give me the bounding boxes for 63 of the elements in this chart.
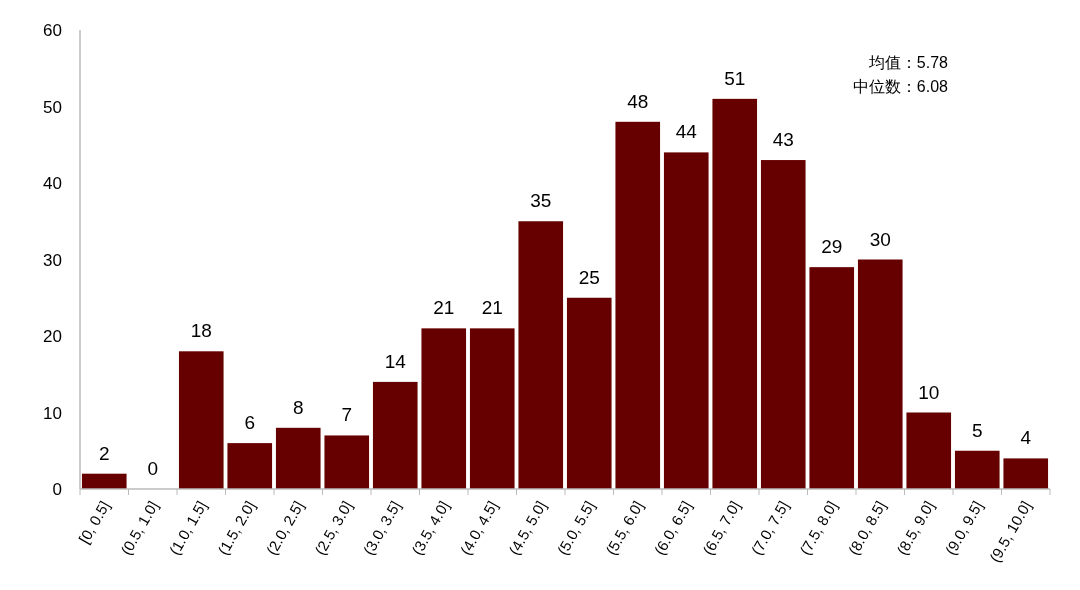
bar bbox=[663, 152, 709, 489]
data-label: 7 bbox=[341, 404, 353, 426]
data-label: 10 bbox=[918, 381, 940, 403]
bar bbox=[712, 98, 758, 489]
x-tick-label: (4.0, 4.5] bbox=[456, 498, 501, 558]
data-label: 2 bbox=[98, 442, 110, 464]
data-label: 21 bbox=[433, 297, 455, 319]
x-tick-label: [0, 0.5] bbox=[75, 498, 113, 547]
data-label: 29 bbox=[821, 236, 843, 258]
data-label: 51 bbox=[724, 67, 746, 89]
y-tick-label: 30 bbox=[43, 250, 62, 270]
y-tick-label: 0 bbox=[52, 480, 62, 499]
data-label: 35 bbox=[530, 190, 552, 212]
bar bbox=[324, 435, 370, 489]
x-tick-label: (7.0, 7.5] bbox=[747, 498, 792, 558]
x-tick-label: (5.5, 6.0] bbox=[602, 498, 647, 558]
data-label: 43 bbox=[772, 129, 794, 151]
x-tick-label: (6.0, 6.5] bbox=[650, 498, 695, 558]
bar bbox=[421, 328, 467, 489]
bar bbox=[615, 121, 661, 489]
bar bbox=[857, 259, 903, 489]
data-label: 8 bbox=[292, 396, 304, 418]
data-label: 6 bbox=[244, 412, 256, 434]
data-label: 5 bbox=[971, 419, 983, 441]
bar bbox=[566, 297, 612, 489]
data-label: 18 bbox=[190, 320, 212, 342]
annotation: 均值：5.78 bbox=[867, 54, 949, 71]
data-label: 4 bbox=[1020, 427, 1032, 449]
x-tick-label: (6.5, 7.0] bbox=[699, 498, 744, 558]
bar bbox=[227, 443, 273, 489]
data-label: 48 bbox=[627, 90, 649, 112]
x-tick-label: (8.0, 8.5] bbox=[844, 498, 889, 558]
data-label: 30 bbox=[869, 228, 891, 250]
bar bbox=[1003, 458, 1049, 489]
x-tick-label: (0.5, 1.0] bbox=[117, 498, 162, 558]
data-label: 25 bbox=[578, 266, 600, 288]
x-tick-label: (3.5, 4.0] bbox=[408, 498, 453, 558]
x-tick-label: (8.5, 9.0] bbox=[893, 498, 938, 558]
data-label: 44 bbox=[675, 121, 698, 143]
data-label: 14 bbox=[384, 350, 407, 372]
bar bbox=[954, 450, 1000, 489]
bar bbox=[906, 412, 952, 489]
x-tick-label: (7.5, 8.0] bbox=[796, 498, 841, 558]
bar bbox=[469, 328, 515, 489]
bar bbox=[275, 427, 321, 489]
y-tick-label: 50 bbox=[43, 97, 62, 117]
bar bbox=[81, 473, 127, 489]
x-tick-label: (2.5, 3.0] bbox=[311, 498, 356, 558]
annotation: 中位数：6.08 bbox=[852, 78, 949, 95]
x-tick-label: (9.0, 9.5] bbox=[941, 498, 986, 558]
y-tick-label: 40 bbox=[43, 174, 62, 193]
x-tick-label: (4.5, 5.0] bbox=[505, 498, 550, 558]
y-tick-label: 10 bbox=[43, 403, 62, 423]
bar bbox=[760, 160, 806, 489]
data-label: 0 bbox=[147, 458, 159, 479]
bar bbox=[178, 351, 224, 489]
y-tick-label: 20 bbox=[43, 327, 62, 346]
bar bbox=[518, 221, 564, 489]
data-label: 21 bbox=[481, 297, 503, 319]
bar bbox=[372, 381, 418, 489]
bar bbox=[809, 267, 855, 489]
x-tick-label: (1.5, 2.0] bbox=[214, 498, 259, 558]
y-tick-label: 60 bbox=[43, 21, 62, 40]
